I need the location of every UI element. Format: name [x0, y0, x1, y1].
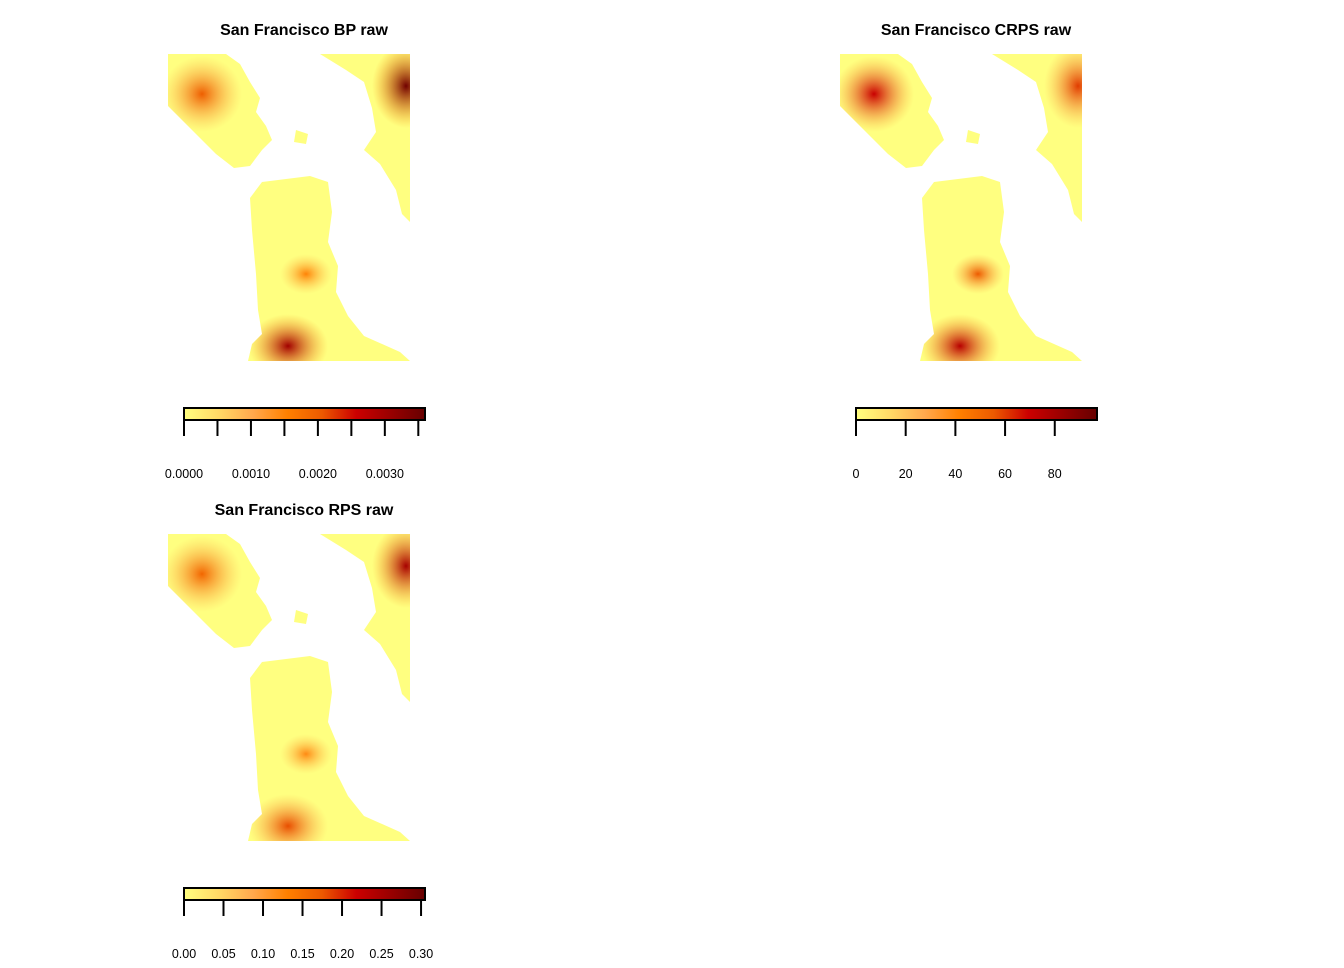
hotspot-layer	[168, 54, 410, 361]
panel-crps: San Francisco CRPS raw 0 20 40 60 80	[816, 0, 1136, 481]
colorbar-legend: 0.00 0.05 0.10 0.15 0.20 0.25 0.30	[172, 887, 433, 961]
colorbar-tick-label: 0.00	[172, 947, 196, 961]
hotspot-south	[920, 314, 1000, 361]
colorbar-tick-label: 0.05	[211, 947, 235, 961]
colorbar	[855, 407, 1098, 421]
colorbar-legend: 0 20 40 60 80	[853, 407, 1098, 481]
colorbar-legend: 0.0000 0.0010 0.0020 0.0030	[165, 407, 426, 481]
hotspot-northeast	[372, 534, 410, 608]
colorbar	[183, 407, 426, 421]
hotspot-central-south	[280, 734, 332, 774]
land-region-isl	[294, 130, 308, 144]
hotspot-central-south	[280, 254, 332, 294]
colorbar-tick-label: 0.0010	[232, 467, 270, 481]
colorbar-tick-label: 20	[899, 467, 913, 481]
colorbar-tick-label: 0.0030	[366, 467, 404, 481]
hotspot-layer	[840, 54, 1082, 361]
hotspot-northwest	[168, 56, 242, 132]
hotspot-northwest	[840, 56, 914, 132]
colorbar-tick-label: 40	[948, 467, 962, 481]
colorbar-tick-label: 0.0000	[165, 467, 203, 481]
heatmap-map	[840, 54, 1082, 361]
panel-rps: San Francisco RPS raw 0.00 0.05 0.10 0.15 0.…	[144, 480, 464, 961]
hotspot-northeast	[1044, 54, 1082, 128]
colorbar-tick-label: 80	[1048, 467, 1062, 481]
panel-title: San Francisco CRPS raw	[880, 22, 1072, 39]
hotspot-south	[248, 314, 328, 361]
colorbar-tick-label: 0.10	[251, 947, 275, 961]
colorbar-tick-label: 0.25	[369, 947, 393, 961]
hotspot-central-south	[952, 254, 1004, 294]
colorbar-tick-label: 0.0020	[299, 467, 337, 481]
hotspot-northeast	[372, 54, 410, 128]
hotspot-northwest	[168, 536, 242, 612]
colorbar-tick-label: 0.30	[409, 947, 433, 961]
land-region-isl	[294, 610, 308, 624]
heatmap-map	[168, 54, 410, 361]
hotspot-south	[248, 794, 328, 841]
colorbar-tick-label: 60	[998, 467, 1012, 481]
colorbar-tick-label: 0.20	[330, 947, 354, 961]
colorbar-tick-label: 0	[853, 467, 860, 481]
land-region-isl	[966, 130, 980, 144]
colorbar-tick-label: 0.15	[290, 947, 314, 961]
panel-title: San Francisco RPS raw	[214, 502, 394, 519]
panel-title: San Francisco BP raw	[220, 22, 388, 39]
hotspot-layer	[168, 534, 410, 841]
colorbar	[183, 887, 426, 901]
heatmap-map	[168, 534, 410, 841]
panel-bp: San Francisco BP raw 0.0000 0.0010 0.0020 0…	[144, 0, 464, 481]
